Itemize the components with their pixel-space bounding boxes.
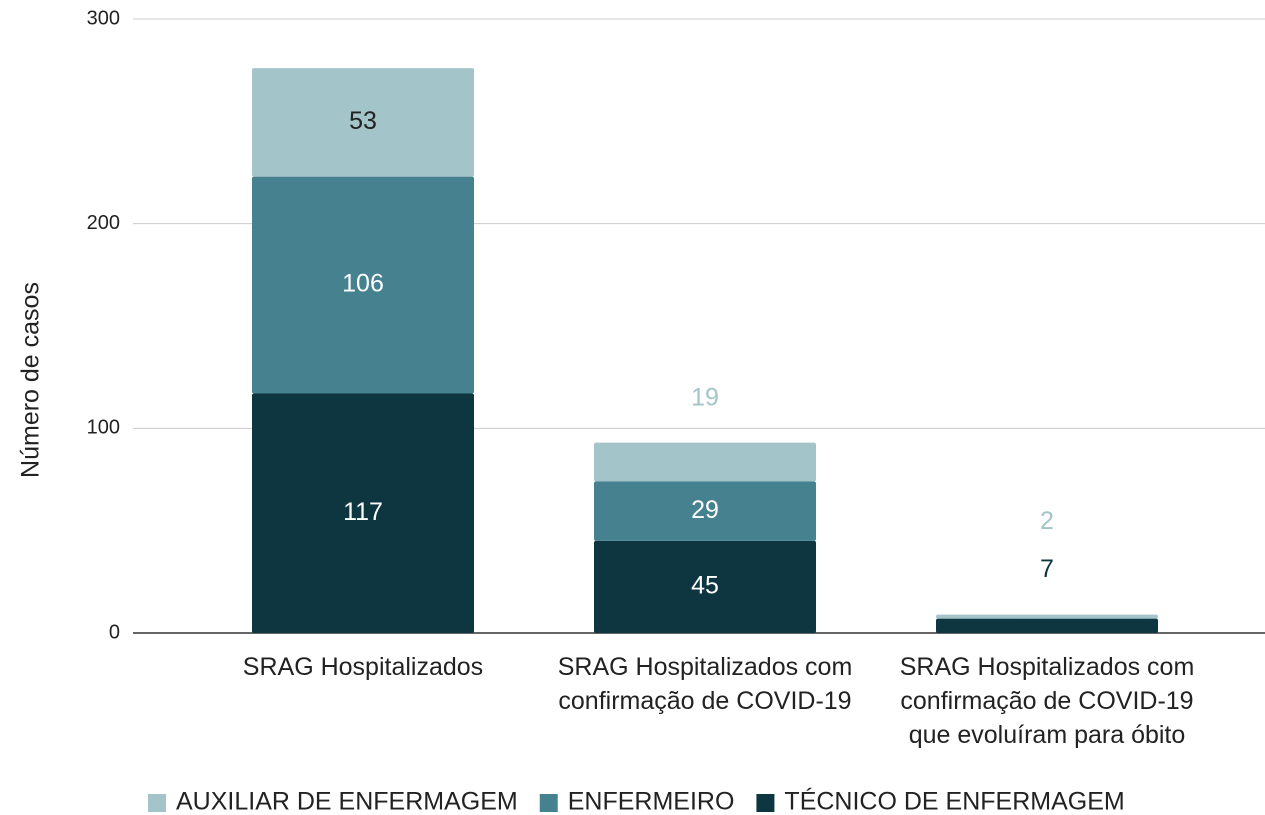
legend-swatch <box>539 794 558 812</box>
bar-segment <box>936 618 1158 633</box>
data-label: 53 <box>349 107 377 135</box>
bar-segment <box>252 393 474 633</box>
x-tick-label: SRAG Hospitalizados com confirmação de C… <box>899 653 1195 749</box>
legend-swatch <box>756 794 775 812</box>
data-label: 45 <box>691 572 719 600</box>
legend-label: TÉCNICO DE ENFERMAGEM <box>784 787 1124 815</box>
bar-segment <box>594 442 816 482</box>
legend-label: ENFERMEIRO <box>568 788 735 815</box>
data-label: 2 <box>1040 507 1054 535</box>
y-tick-label: 0 <box>109 621 120 643</box>
data-label: 106 <box>342 270 384 298</box>
legend-swatch <box>148 794 166 812</box>
bar-segment <box>252 176 474 394</box>
y-tick-label: 100 <box>87 417 120 439</box>
x-tick-label: SRAG Hospitalizados com confirmação de C… <box>557 653 853 715</box>
data-label: 19 <box>691 383 719 411</box>
y-tick-label: 200 <box>87 212 120 234</box>
data-label: 7 <box>1040 555 1054 583</box>
y-tick-label: 300 <box>87 7 120 29</box>
x-tick-label: SRAG Hospitalizados <box>242 653 484 681</box>
legend-label: AUXILIAR DE ENFERMAGEM <box>176 788 518 815</box>
bar-segment <box>936 614 1158 619</box>
data-label: 29 <box>691 496 719 524</box>
y-axis-title: Número de casos <box>17 282 45 478</box>
bar-segment <box>252 68 474 177</box>
data-label: 117 <box>343 498 383 526</box>
bar-segment <box>594 540 816 633</box>
bar-segment <box>594 481 816 541</box>
